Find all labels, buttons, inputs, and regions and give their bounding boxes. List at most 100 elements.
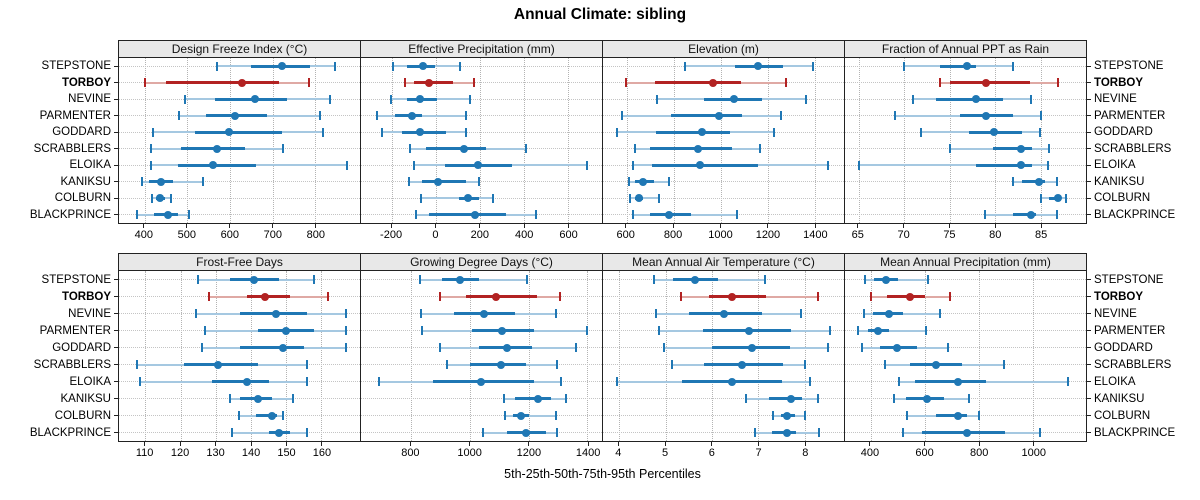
vertical-gridline xyxy=(711,271,713,441)
site-label: NEVINE xyxy=(1094,307,1137,320)
median-dot xyxy=(1017,144,1026,153)
row-tick-right xyxy=(1087,347,1091,348)
median-dot xyxy=(268,411,277,420)
whisker-cap-95th xyxy=(758,144,761,154)
panel-grid: STEPSTONE TORBOY NEVINE PARMENTER GODDARD SCR… xyxy=(0,40,1200,468)
axis-tick-label: 0 xyxy=(432,229,439,241)
whisker-cap-95th xyxy=(586,160,589,170)
whisker-cap-5th xyxy=(408,177,411,187)
whisker-cap-5th xyxy=(207,292,210,301)
row-gridline xyxy=(361,415,602,416)
row-tick-right xyxy=(1087,415,1091,416)
median-dot xyxy=(881,275,890,284)
median-dot xyxy=(892,343,901,352)
whisker-cap-5th xyxy=(195,309,198,318)
median-dot xyxy=(634,194,643,203)
site-label: KANIKSU xyxy=(60,175,112,188)
interquartile-line xyxy=(165,81,279,85)
axis-tick xyxy=(869,442,871,446)
axis-tick-label: 1400 xyxy=(803,229,828,241)
median-dot xyxy=(782,411,791,420)
whisker-cap-95th xyxy=(1064,193,1067,203)
median-dot xyxy=(278,62,287,71)
whisker-cap-5th xyxy=(439,343,442,352)
panel: Effective Precipitation (mm) -200 0 200 400 6… xyxy=(360,40,603,250)
site-label: BLACKPRINCE xyxy=(1094,426,1176,439)
axis-tick xyxy=(720,224,722,228)
axis-tick xyxy=(804,442,806,446)
axis-tick xyxy=(215,442,217,446)
vertical-gridline xyxy=(587,271,589,441)
row-gridline xyxy=(845,214,1086,216)
whisker-cap-95th xyxy=(468,94,471,104)
whisker-cap-5th xyxy=(381,127,384,137)
panel-header: Mean Annual Air Temperature (°C) xyxy=(602,253,845,271)
site-label-column-left: STEPSTONE TORBOY NEVINE PARMENTER GODDARD SCR… xyxy=(0,40,118,223)
axis-tick xyxy=(1040,224,1042,228)
axis-tick xyxy=(479,224,481,228)
axis-tick xyxy=(286,442,287,446)
site-label: GODDARD xyxy=(1094,126,1153,139)
whisker-cap-95th xyxy=(306,428,309,437)
vertical-gridline xyxy=(567,58,569,223)
median-dot xyxy=(962,62,971,71)
row-tick-left xyxy=(114,131,118,133)
row-gridline xyxy=(361,98,602,100)
interquartile-line xyxy=(214,97,288,101)
median-dot xyxy=(434,177,443,186)
median-dot xyxy=(787,394,796,403)
whisker-cap-5th xyxy=(903,61,906,71)
median-dot xyxy=(522,428,531,437)
median-dot xyxy=(534,394,543,403)
axis-tick-label: 120 xyxy=(170,447,190,459)
whisker-cap-5th xyxy=(870,292,873,301)
row-gridline xyxy=(845,197,1086,199)
site-label: SCRABBLERS xyxy=(33,142,111,155)
whisker-cap-95th xyxy=(1038,127,1041,137)
whisker-cap-5th xyxy=(230,428,233,437)
site-label: KANIKSU xyxy=(1094,175,1145,188)
whisker-cap-5th xyxy=(150,193,153,203)
axis-tick xyxy=(978,442,980,446)
axis-tick xyxy=(948,224,950,228)
whisker-cap-5th xyxy=(912,94,915,104)
site-label-column-left: STEPSTONE TORBOY NEVINE PARMENTER GODDARD SCR… xyxy=(0,253,118,441)
whisker-cap-95th xyxy=(804,360,807,369)
median-dot xyxy=(208,161,217,170)
whisker-cap-95th xyxy=(464,111,467,121)
whisker-cap-95th xyxy=(1047,144,1050,154)
axis-tick xyxy=(587,442,589,446)
interquartile-line xyxy=(975,163,1033,167)
median-dot xyxy=(459,144,468,153)
median-dot xyxy=(455,275,464,284)
whisker-cap-5th xyxy=(419,309,422,318)
site-label: PARMENTER xyxy=(1094,109,1166,122)
row-gridline xyxy=(603,415,844,416)
axis-tick xyxy=(469,442,471,446)
panel: Mean Annual Precipitation (mm) 400 600 800 1… xyxy=(844,253,1091,468)
whisker-cap-5th xyxy=(771,411,774,420)
row-tick-right xyxy=(1087,131,1091,133)
row-gridline xyxy=(603,432,844,433)
whisker-cap-95th xyxy=(556,360,559,369)
axis-tick xyxy=(664,442,666,446)
row-tick-right xyxy=(1087,197,1091,199)
axis-tick-label: 600 xyxy=(616,229,635,241)
axis-tick xyxy=(321,442,323,446)
row-gridline xyxy=(845,330,1086,331)
panel: Frost-Free Days 110 120 130 140 150 160 xyxy=(114,253,361,468)
axis-tick-label: 5 xyxy=(662,447,669,459)
axis-tick-label: 140 xyxy=(241,447,261,459)
site-label: STEPSTONE xyxy=(41,60,111,73)
site-label: STEPSTONE xyxy=(1094,273,1164,286)
whisker-cap-95th xyxy=(1055,177,1058,187)
whisker-cap-5th xyxy=(627,177,630,187)
whisker-cap-95th xyxy=(667,177,670,187)
whisker-cap-5th xyxy=(1039,193,1042,203)
whisker-cap-95th xyxy=(327,292,330,301)
whisker-cap-95th xyxy=(334,61,337,71)
whisker-cap-95th xyxy=(344,343,347,352)
whisker-cap-5th xyxy=(237,411,240,420)
whisker-cap-5th xyxy=(228,394,231,403)
interquartile-line xyxy=(180,147,245,151)
